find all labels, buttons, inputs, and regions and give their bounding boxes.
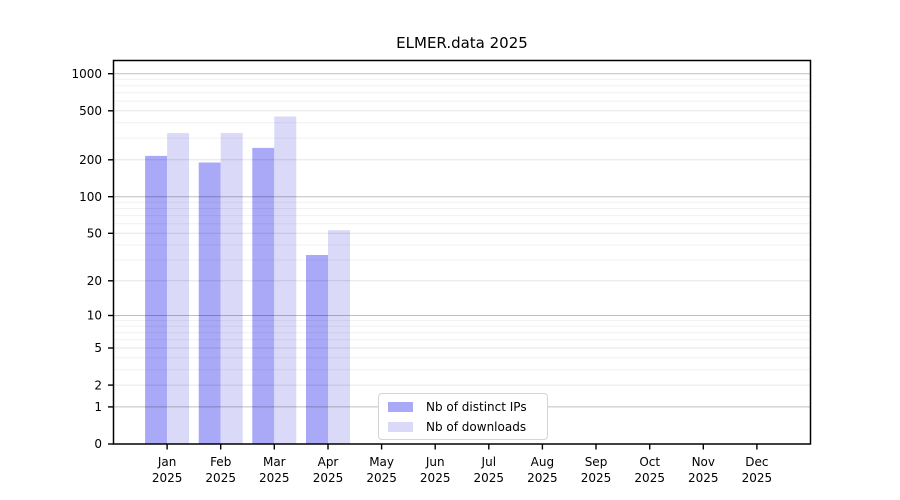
x-tick-label-year: 2025 xyxy=(366,471,397,485)
bar-downloads-jan xyxy=(167,133,190,444)
x-tick-label-month: Jun xyxy=(425,455,445,469)
x-tick-label-year: 2025 xyxy=(420,471,451,485)
x-tick-label-year: 2025 xyxy=(259,471,290,485)
x-tick-label-month: Mar xyxy=(263,455,286,469)
x-tick-label-year: 2025 xyxy=(474,471,505,485)
x-tick-label-month: Jul xyxy=(481,455,496,469)
x-tick-label-month: Nov xyxy=(692,455,715,469)
x-tick-label-year: 2025 xyxy=(634,471,665,485)
bar-ips-mar xyxy=(252,147,275,444)
x-tick-label-year: 2025 xyxy=(152,471,183,485)
legend-label-downloads: Nb of downloads xyxy=(426,419,527,434)
x-tick-label-month: Feb xyxy=(210,455,231,469)
x-tick-label-year: 2025 xyxy=(205,471,236,485)
y-tick-label: 100 xyxy=(79,190,102,204)
y-tick-label: 1000 xyxy=(71,67,102,81)
axes-frame xyxy=(112,59,812,445)
legend-item-downloads: Nb of downloads xyxy=(388,419,538,434)
y-tick-label: 1 xyxy=(94,400,102,414)
legend: Nb of distinct IPs Nb of downloads xyxy=(378,393,548,440)
x-tick-label-month: Oct xyxy=(639,455,660,469)
bar-downloads-mar xyxy=(274,116,297,444)
legend-swatch-distinct-ips xyxy=(388,401,413,412)
x-tick-label-month: Apr xyxy=(318,455,339,469)
y-tick-label: 0 xyxy=(94,437,102,451)
legend-item-distinct-ips: Nb of distinct IPs xyxy=(388,399,538,414)
y-tick-label: 20 xyxy=(87,274,102,288)
x-tick-label-year: 2025 xyxy=(527,471,558,485)
x-tick-label-month: May xyxy=(369,455,394,469)
y-tick-label: 200 xyxy=(79,153,102,167)
x-tick-label-month: Dec xyxy=(745,455,768,469)
bar-ips-jan xyxy=(145,155,168,444)
x-tick-label-month: Aug xyxy=(531,455,554,469)
legend-swatch-downloads xyxy=(388,421,413,432)
x-tick-label-year: 2025 xyxy=(688,471,719,485)
chart-title: ELMER.data 2025 xyxy=(396,34,528,52)
y-tick-label: 5 xyxy=(94,341,102,355)
bar-ips-feb xyxy=(198,162,221,444)
x-tick-label-month: Sep xyxy=(585,455,608,469)
bar-downloads-feb xyxy=(220,133,243,444)
bar-ips-apr xyxy=(306,255,328,444)
y-tick-label: 500 xyxy=(79,104,102,118)
y-tick-label: 2 xyxy=(94,378,102,392)
x-tick-label-year: 2025 xyxy=(581,471,612,485)
y-tick-label: 50 xyxy=(87,227,102,241)
x-tick-label-year: 2025 xyxy=(742,471,773,485)
x-tick-label-year: 2025 xyxy=(313,471,344,485)
y-tick-label: 10 xyxy=(87,309,102,323)
x-tick-label-month: Jan xyxy=(157,455,177,469)
legend-label-distinct-ips: Nb of distinct IPs xyxy=(426,399,527,414)
bar-downloads-apr xyxy=(328,230,350,444)
